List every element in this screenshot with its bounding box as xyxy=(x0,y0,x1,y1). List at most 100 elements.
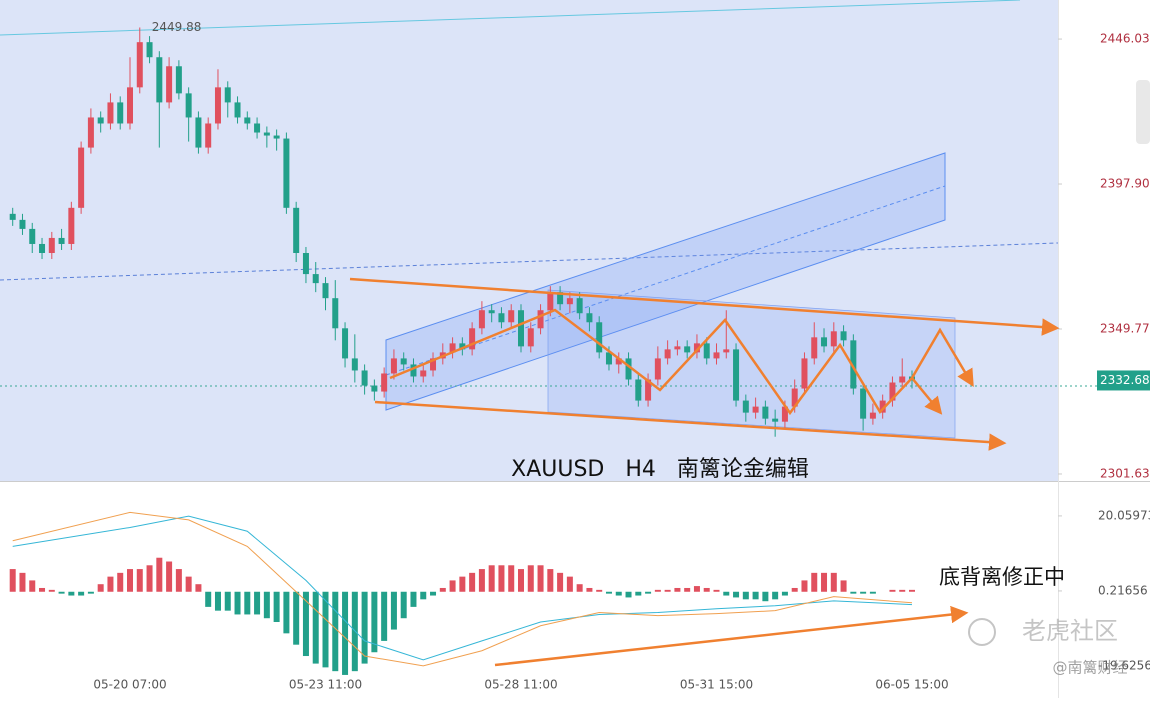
macd-bar xyxy=(273,591,280,623)
candle-body xyxy=(860,388,867,419)
macd-bar xyxy=(302,591,309,657)
candle-body xyxy=(576,298,583,314)
candle-body xyxy=(733,349,740,401)
candle-body xyxy=(478,310,485,329)
annotation-lines xyxy=(349,277,1060,667)
macd-bar xyxy=(518,569,524,592)
candle-body xyxy=(566,298,573,305)
candle-body xyxy=(78,147,85,208)
macd-bar xyxy=(566,576,573,592)
macd-bar xyxy=(390,591,397,630)
candle-body xyxy=(449,343,456,353)
macd-bar xyxy=(508,565,515,592)
candle-body xyxy=(830,331,837,347)
candle-body xyxy=(68,207,75,244)
watermark: 老虎社区 xyxy=(1022,617,1118,645)
candle-body xyxy=(107,102,114,124)
y-tick-label: 2301.63 xyxy=(1100,466,1150,480)
candle-body xyxy=(214,87,221,124)
macd-bar xyxy=(654,589,661,592)
x-tick-label: 05-20 07:00 xyxy=(93,678,166,692)
candle-body xyxy=(205,123,212,148)
macd-bar xyxy=(214,591,221,611)
candle-body xyxy=(97,117,104,124)
candle-body xyxy=(713,352,720,359)
candle-body xyxy=(127,87,133,124)
macd-bar xyxy=(381,591,388,641)
candle-body xyxy=(351,358,358,371)
candle-body xyxy=(146,42,153,58)
macd-bar xyxy=(97,584,104,592)
candle-body xyxy=(801,358,808,389)
macd-bar xyxy=(615,591,622,596)
candle-body xyxy=(772,418,779,422)
channel-mid xyxy=(385,185,946,376)
macd-bar xyxy=(850,591,857,594)
macd-bar xyxy=(342,591,349,675)
macd-bar xyxy=(781,591,788,596)
side-tab[interactable] xyxy=(1136,80,1150,144)
macd-bar xyxy=(87,591,94,594)
macd-bar xyxy=(68,591,75,596)
candle-body xyxy=(244,117,251,124)
candle-body xyxy=(850,340,857,389)
candle-body xyxy=(400,358,407,365)
candle-body xyxy=(635,379,642,401)
x-tick-label: 05-31 15:00 xyxy=(680,678,753,692)
macd-bar xyxy=(645,591,652,594)
macd-bar xyxy=(762,591,769,602)
macd-bar xyxy=(175,569,182,592)
candle-body xyxy=(840,331,847,341)
candle-body xyxy=(821,337,828,347)
macd-bar xyxy=(596,589,603,592)
candle-body xyxy=(19,219,26,229)
trend-line xyxy=(0,242,1059,281)
x-tick-label: 06-05 15:00 xyxy=(875,678,948,692)
macd-bar xyxy=(322,591,329,668)
macd-bar xyxy=(840,580,847,592)
candle-body xyxy=(175,66,182,94)
macd-bar xyxy=(439,587,446,592)
macd-bar xyxy=(205,591,212,607)
macd-bar xyxy=(400,591,407,619)
annotation: 底背离修正中 xyxy=(939,565,1065,589)
candle-body xyxy=(781,406,788,422)
x-tick-label: 05-23 11:00 xyxy=(289,678,362,692)
macd-bar xyxy=(185,576,192,592)
y-tick-label: 2446.03 xyxy=(1100,32,1150,46)
candle-body xyxy=(273,135,280,139)
candle-body xyxy=(518,310,524,347)
candle-body xyxy=(224,87,231,103)
macd-bar xyxy=(860,591,867,594)
candle-body xyxy=(557,292,564,305)
macd-bar xyxy=(791,587,798,592)
macd-bar xyxy=(527,565,534,592)
candle-body xyxy=(332,298,339,329)
macd-bar xyxy=(723,591,730,596)
candle-body xyxy=(684,346,691,353)
macd-bar xyxy=(146,565,153,592)
macd-bar xyxy=(459,576,466,592)
macd-bar xyxy=(263,591,270,619)
arrow xyxy=(494,605,969,667)
candle-body xyxy=(390,358,397,374)
candle-body xyxy=(586,313,593,323)
macd-bar xyxy=(752,591,759,600)
macd-bar xyxy=(195,584,202,592)
candle-body xyxy=(615,358,622,365)
y-tick-label: 20.05973 xyxy=(1098,508,1150,522)
candle-body xyxy=(322,283,329,299)
candle-body xyxy=(625,358,632,380)
candle-body xyxy=(703,343,710,359)
macd-bar xyxy=(420,591,427,600)
macd-bar xyxy=(586,587,593,592)
macd-bar xyxy=(78,591,85,596)
candle-body xyxy=(664,349,671,359)
macd-bar xyxy=(537,565,544,592)
watermark-icon xyxy=(968,618,996,646)
macd-bar xyxy=(107,576,114,592)
macd-bar xyxy=(478,569,485,592)
candle-body xyxy=(899,376,906,383)
candle-body xyxy=(254,123,261,133)
